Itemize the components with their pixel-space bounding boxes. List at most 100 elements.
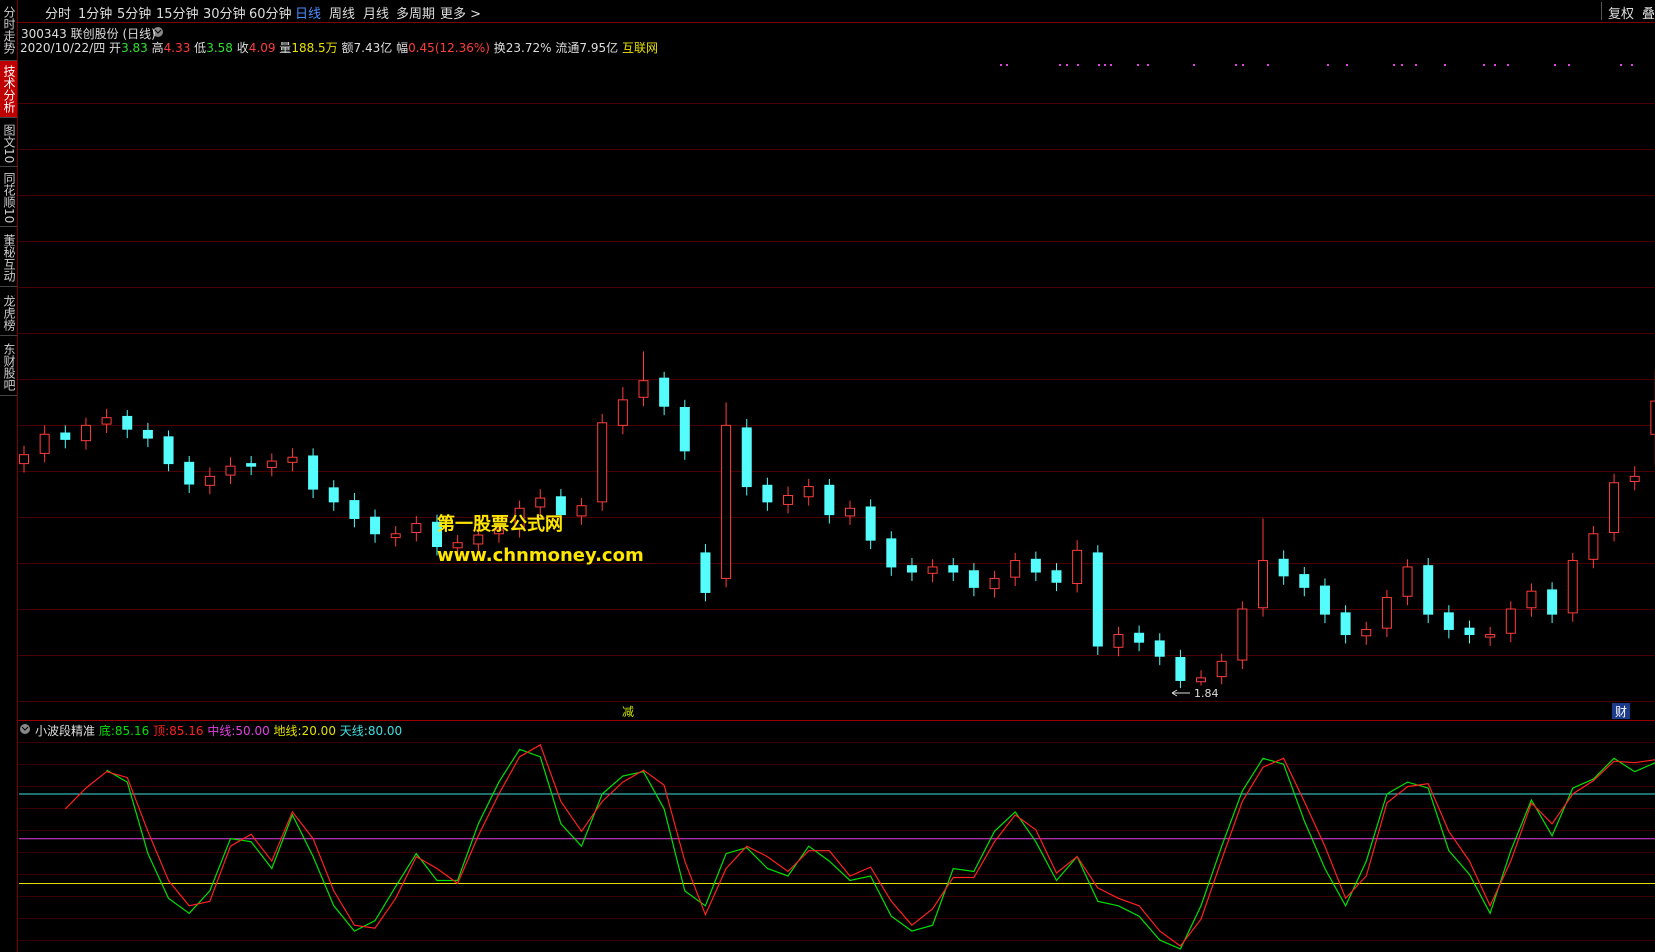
legend-name: 天线: [339,724,368,738]
quote-label: 量 [279,41,292,55]
signal-dot [1235,64,1237,66]
candle-body [1485,634,1496,638]
period-button[interactable]: 5分钟 [117,7,152,22]
legend-value: 20.00 [301,724,336,738]
signal-dot [1193,64,1195,66]
quote-label: 收 [236,41,249,55]
candle-body [266,460,277,468]
candle-body [803,486,814,498]
dropdown-icon[interactable] [153,27,163,37]
indicator-panel [19,721,1655,952]
signal-dot [1507,64,1509,66]
candle-body [1423,565,1434,615]
candle-body [700,552,711,593]
candle-body [163,436,174,465]
indicator-line [64,743,1655,947]
candle-body [741,427,752,488]
candle-body [1278,558,1289,577]
candle-body [824,484,835,516]
signal-dot [1327,64,1329,66]
signal-dot [1444,64,1446,66]
sidebar-tab[interactable]: 同花顺10 [0,169,17,227]
quote-date: 2020/10/22/四 [20,41,106,55]
signal-dot [1494,64,1496,66]
signal-dot [1059,64,1061,66]
candle-body [287,456,298,463]
reduce-marker: 减 [622,705,634,719]
candle-body [679,406,690,452]
candle-body [1113,634,1124,648]
collapse-icon[interactable] [20,724,30,734]
more-label: 更多 [440,7,467,22]
overlay-button[interactable]: 叠 [1642,7,1655,22]
sidebar-tab[interactable]: 图文10 [0,121,17,167]
candle-body [1299,574,1310,588]
period-button[interactable]: 30分钟 [203,7,246,22]
candle-body [989,577,1000,590]
candle-body [1134,632,1145,643]
candle-body [845,507,855,517]
adjust-button[interactable]: 复权 [1608,7,1635,22]
candle-body [1175,656,1186,681]
candle-body [783,495,794,505]
signal-dot [1401,64,1403,66]
candle-body [1072,549,1083,585]
candle-body [514,507,525,530]
period-button[interactable]: 月线 [363,7,390,22]
signal-dot [1554,64,1556,66]
candle-body [1650,400,1655,435]
candle-body [80,424,91,442]
candle-body [906,565,917,573]
candle-body [1051,570,1062,583]
sector: 互联网 [621,41,658,55]
candle-body [1340,612,1351,636]
sidebar-tab[interactable]: 董秘互动 [0,230,17,287]
low-label: 1.84 [1194,687,1219,700]
period-button[interactable]: 60分钟 [249,7,292,22]
candle-body [452,542,463,549]
signal-dot [1267,64,1269,66]
legend-value: 80.00 [367,724,403,738]
more-button[interactable]: 更多 > [440,7,482,22]
signal-dot [1000,64,1002,66]
candle-body [659,377,670,407]
candle-body [617,399,628,426]
signal-dot [1620,64,1622,66]
candle-body [1092,552,1103,647]
signal-dot [1483,64,1485,66]
period-button[interactable]: 15分钟 [156,7,199,22]
finance-marker: 财 [1615,705,1627,719]
quote-label: 开 [109,41,122,55]
candle-body [948,565,959,573]
signal-dot [1568,64,1570,66]
period-button[interactable]: 1分钟 [78,7,113,22]
period-button[interactable]: 多周期 [396,7,436,22]
signal-dot [1104,64,1106,66]
candle-body [493,529,504,535]
candle-body [535,497,546,508]
candle-body [1319,585,1330,615]
sidebar-tab[interactable]: 技术分析 [0,61,17,118]
quote-value: 188.5万 [291,41,338,55]
period-button[interactable]: 周线 [329,7,356,22]
indicator-header: 小波段精准 底:85.16 顶:85.16 中线:50.00 地线:20.00 … [35,722,402,739]
candle-body [1609,482,1620,533]
period-button[interactable]: 分时 [45,7,72,22]
signal-dot [1415,64,1417,66]
candle-body [1402,566,1413,597]
signal-dot [1098,64,1100,66]
sidebar-tab[interactable]: 龙虎榜 [0,290,17,336]
candle-body [576,505,587,517]
sidebar-tab[interactable]: 分时走势 [0,0,17,61]
quote-line: 2020/10/22/四 开3.83 高4.33 低3.58 收4.09 量18… [20,39,658,56]
period-button[interactable]: 日线 [295,7,322,22]
signal-dot [1147,64,1149,66]
legend-value: 85.16 [169,724,204,738]
candle-body [1567,560,1578,614]
candle-body [1361,628,1372,637]
sidebar-tab[interactable]: 东财股吧 [0,338,17,396]
quote-label: 幅 [396,41,409,55]
toolbar-divider [1601,2,1602,20]
candle-body [432,521,442,548]
candle-body [1030,558,1041,573]
